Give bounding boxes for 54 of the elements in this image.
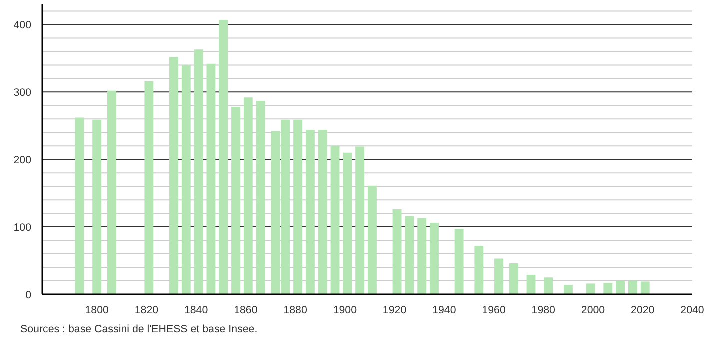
- bar: [628, 281, 638, 294]
- x-tick-label: 1920: [382, 304, 407, 316]
- source-note: Sources : base Cassini de l'EHESS et base Insee.: [20, 324, 258, 336]
- bar: [108, 90, 116, 294]
- x-tick-label: 1880: [284, 304, 308, 316]
- bar: [92, 120, 102, 294]
- bar: [586, 284, 596, 294]
- y-tick-label: 300: [14, 87, 32, 100]
- x-tick-label: 1960: [482, 304, 506, 316]
- bar: [616, 281, 626, 294]
- bar: [182, 65, 191, 294]
- bar: [604, 283, 613, 294]
- x-tick-label: 1940: [432, 304, 456, 316]
- x-tick-label: 2040: [680, 304, 704, 316]
- bar: [170, 57, 178, 294]
- bar: [430, 223, 439, 294]
- bar: [418, 218, 427, 294]
- x-tick-label: 1820: [134, 304, 159, 316]
- bar: [544, 278, 554, 294]
- y-tick-label: 400: [14, 20, 32, 32]
- bar: [206, 64, 216, 294]
- x-tick-label: 1900: [333, 304, 358, 316]
- bar: [194, 50, 204, 294]
- y-tick-label: 100: [14, 222, 32, 234]
- x-tick-label: 1800: [85, 304, 110, 316]
- bar: [232, 107, 240, 294]
- bar: [564, 285, 573, 294]
- bar: [144, 81, 154, 294]
- x-tick-label: 1840: [184, 304, 208, 316]
- bar: [454, 229, 464, 294]
- bar: [343, 152, 352, 294]
- bar: [75, 118, 84, 294]
- y-tick-label: 200: [14, 154, 32, 167]
- bar: [356, 146, 365, 294]
- x-tick-label: 2000: [581, 304, 606, 316]
- x-tick-label: 1860: [234, 304, 258, 316]
- bar: [526, 274, 536, 294]
- x-tick-label: 1980: [532, 304, 556, 316]
- bar: [294, 120, 302, 294]
- bar: [306, 130, 315, 294]
- bar: [368, 186, 377, 294]
- bar: [392, 210, 402, 294]
- x-tick-label: 2020: [631, 304, 655, 316]
- bar: [405, 216, 414, 294]
- bar: [474, 246, 484, 294]
- bar: [256, 100, 266, 294]
- bar: [244, 98, 253, 294]
- bar: [219, 20, 228, 294]
- bar: [509, 263, 518, 294]
- y-tick-label: 0: [26, 290, 32, 302]
- bar: [330, 146, 340, 294]
- bar: [318, 130, 328, 294]
- bar: [494, 258, 504, 294]
- bar: [640, 282, 650, 294]
